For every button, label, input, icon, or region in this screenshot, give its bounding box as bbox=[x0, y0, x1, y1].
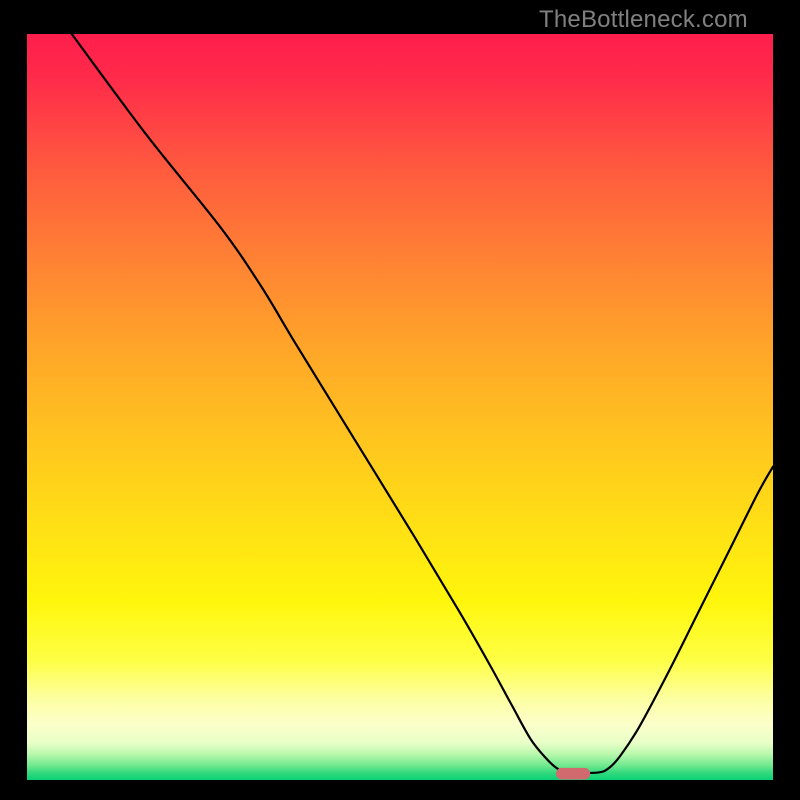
outer-frame bbox=[0, 0, 800, 800]
optimum-marker bbox=[556, 768, 590, 780]
watermark-text: TheBottleneck.com bbox=[539, 6, 748, 34]
chart-plot bbox=[27, 34, 773, 780]
chart-heat-background bbox=[27, 34, 773, 780]
